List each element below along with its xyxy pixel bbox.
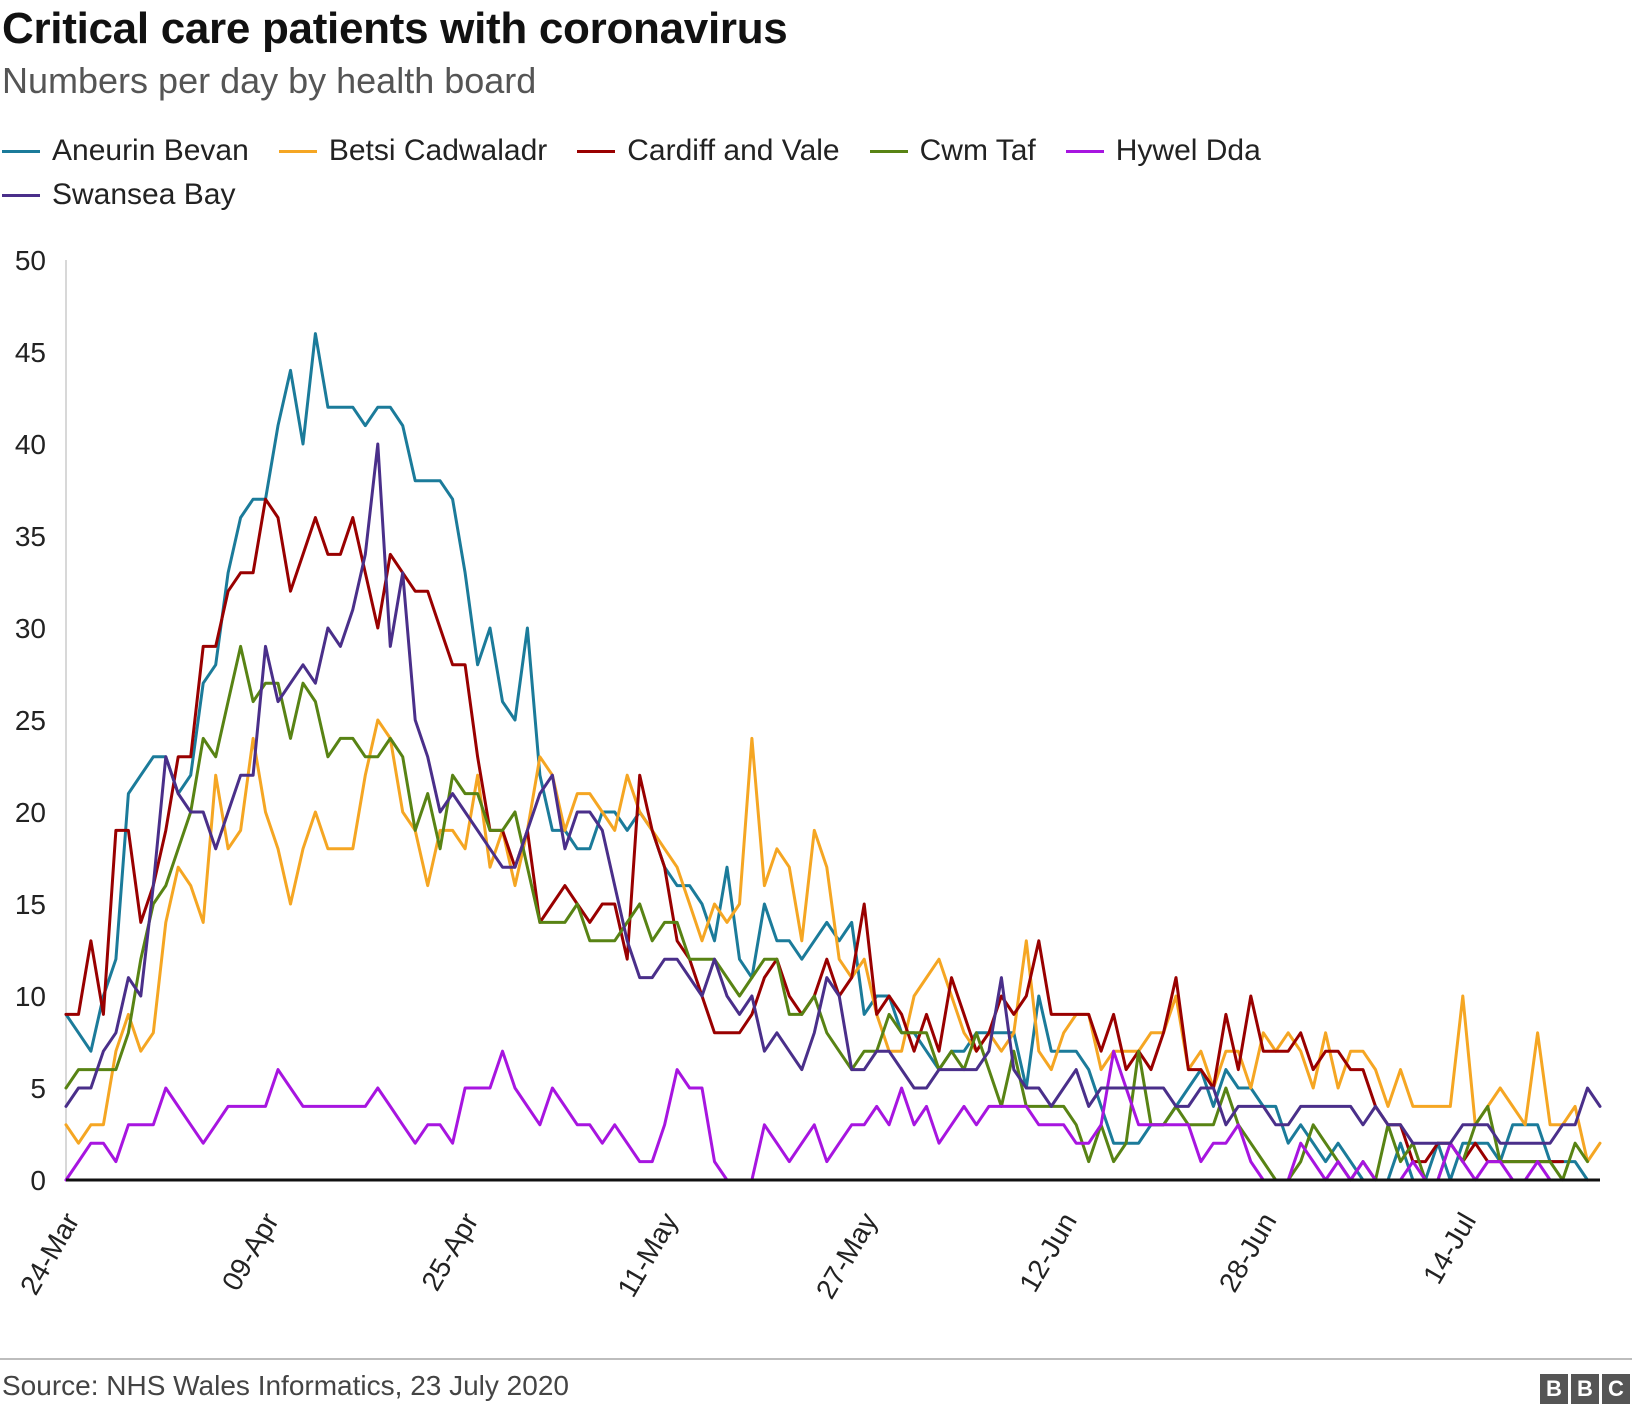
series-line-betsi-cadwaladr [64, 718, 1602, 1164]
x-tick-label: 09-Apr [216, 1208, 285, 1296]
legend-item-swansea-bay: Swansea Bay [2, 176, 235, 214]
bbc-logo: B B C [1540, 1374, 1630, 1404]
legend-label: Swansea Bay [52, 178, 236, 211]
series-line-swansea-bay [64, 442, 1602, 1145]
legend-item-aneurin-bevan: Aneurin Bevan [2, 132, 249, 170]
y-tick-label: 20 [15, 797, 46, 828]
legend-item-cwm-taf: Cwm Taf [869, 132, 1036, 170]
y-tick-label: 25 [15, 705, 46, 736]
legend-label: Cardiff and Vale [627, 134, 840, 167]
y-tick-label: 40 [15, 429, 46, 460]
legend-swatch [2, 193, 40, 197]
legend-item-hywel-dda: Hywel Dda [1065, 132, 1261, 170]
series-line-cwm-taf [64, 644, 1589, 1182]
x-tick-label: 12-Jun [1013, 1208, 1083, 1298]
legend-item-betsi-cadwaladr: Betsi Cadwaladr [278, 132, 548, 170]
legend-swatch [869, 149, 908, 153]
footer-divider [0, 1358, 1632, 1360]
logo-letter: B [1571, 1374, 1599, 1404]
x-tick-label: 24-Mar [14, 1208, 85, 1300]
chart-subtitle: Numbers per day by health board [2, 60, 537, 101]
y-tick-label: 35 [15, 521, 46, 552]
x-tick-label: 11-May [611, 1208, 683, 1303]
series-line-hywel-dda [64, 1049, 1589, 1182]
legend-swatch [2, 149, 40, 153]
y-tick-label: 30 [15, 613, 46, 644]
legend-swatch [278, 149, 317, 153]
source-note: Source: NHS Wales Informatics, 23 July 2… [2, 1370, 569, 1401]
chart-legend: Aneurin Bevan Betsi Cadwaladr Cardiff an… [2, 132, 1422, 214]
y-tick-label: 45 [15, 337, 46, 368]
series-line-aneurin-bevan [64, 332, 1589, 1182]
x-tick-label: 25-Apr [415, 1208, 484, 1296]
y-tick-label: 10 [15, 981, 46, 1012]
logo-letter: B [1540, 1374, 1568, 1404]
x-tick-label: 28-Jun [1213, 1208, 1283, 1298]
legend-swatch [577, 149, 616, 153]
line-chart: 0 5 10 15 20 25 30 35 40 45 50 24-Mar 09-Apr 25-Apr 11… [14, 245, 1602, 1304]
y-tick-label: 0 [30, 1165, 46, 1196]
legend-label: Hywel Dda [1115, 134, 1261, 167]
x-tick-label: 27-May [810, 1208, 884, 1304]
legend-label: Betsi Cadwaladr [328, 134, 548, 167]
legend-item-cardiff-and-vale: Cardiff and Vale [577, 132, 840, 170]
legend-label: Aneurin Bevan [52, 134, 249, 167]
logo-letter: C [1602, 1374, 1630, 1404]
legend-swatch [1065, 149, 1104, 153]
legend-label: Cwm Taf [919, 134, 1036, 167]
y-tick-label: 15 [15, 889, 46, 920]
y-tick-label: 50 [15, 245, 46, 276]
y-tick-label: 5 [30, 1073, 46, 1104]
chart-title: Critical care patients with coronavirus [2, 4, 788, 53]
x-tick-label: 14-Jul [1417, 1208, 1482, 1290]
